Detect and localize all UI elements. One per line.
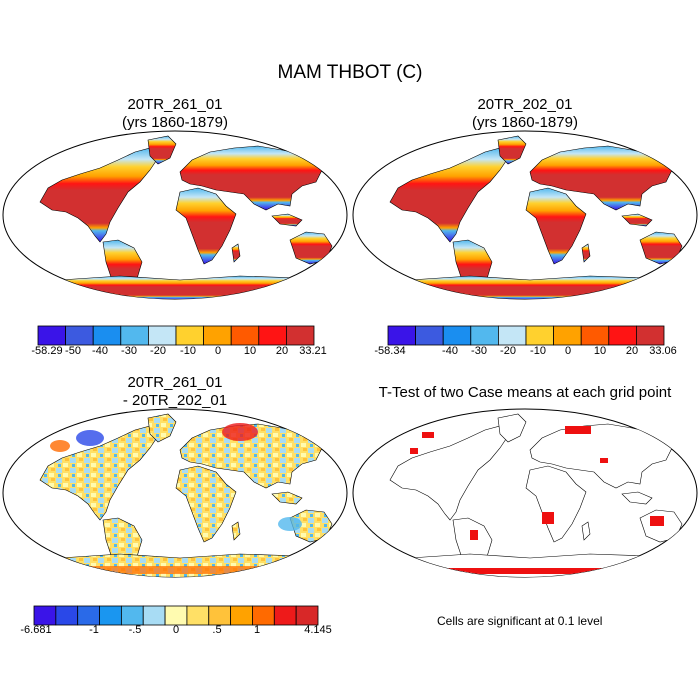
colorbar-case2-label: 0 — [564, 345, 572, 357]
colorbar-case1-label: -58.29 — [31, 345, 63, 357]
colorbar-case2-label: 33.06 — [649, 345, 677, 357]
colorbar-swatch — [37, 325, 67, 346]
colorbar-case1-label: 33.21 — [299, 345, 327, 357]
map-case1 — [2, 130, 348, 300]
colorbar-swatch — [77, 605, 100, 626]
colorbar-swatch — [525, 325, 555, 346]
colorbar-swatch — [33, 605, 57, 626]
colorbar-swatch — [65, 325, 94, 346]
colorbar-case1 — [37, 325, 315, 346]
colorbar-case2-label: -58.34 — [374, 345, 406, 357]
colorbar-swatch — [120, 325, 149, 346]
colorbar-diff-label: -1 — [89, 624, 99, 636]
colorbar-swatch — [186, 605, 210, 626]
colorbar-diff-label: 1 — [253, 624, 261, 636]
colorbar-swatch — [120, 605, 144, 626]
panel-title-case1: 20TR_261_01 (yrs 1860-1879) — [75, 96, 275, 132]
colorbar-diff — [33, 605, 319, 626]
colorbar-swatch — [208, 605, 232, 626]
colorbar-diff-label: -6.681 — [20, 624, 52, 636]
colorbar-case1-label: 20 — [275, 345, 289, 357]
colorbar-case2-swatches — [387, 325, 665, 346]
panel-title-diff: 20TR_261_01 - 20TR_202_01 — [75, 374, 275, 410]
colorbar-swatch — [99, 605, 122, 626]
colorbar-swatch — [273, 605, 297, 626]
colorbar-swatch — [164, 605, 188, 626]
colorbar-case1-label: -10 — [180, 345, 196, 357]
colorbar-swatch — [608, 325, 637, 346]
panel-title-ttest: T-Test of two Case means at each grid po… — [378, 384, 672, 401]
colorbar-swatch — [55, 605, 79, 626]
colorbar-swatch — [92, 325, 122, 346]
colorbar-swatch — [497, 325, 527, 346]
colorbar-swatch — [230, 605, 253, 626]
colorbar-swatch — [258, 325, 287, 346]
colorbar-swatch — [203, 325, 232, 346]
colorbar-case1-swatches — [37, 325, 315, 346]
colorbar-swatch — [285, 325, 315, 346]
panel-title-diff-line1: 20TR_261_01 — [127, 374, 223, 391]
colorbar-swatch — [147, 325, 177, 346]
colorbar-diff-swatches — [33, 605, 319, 626]
colorbar-case2-label: -20 — [500, 345, 516, 357]
colorbar-case2-label: 10 — [593, 345, 607, 357]
panel-title-case1-line2: (yrs 1860-1879) — [122, 114, 228, 131]
colorbar-swatch — [470, 325, 499, 346]
map-ttest — [352, 408, 698, 578]
colorbar-case1-label: -30 — [121, 345, 137, 357]
colorbar-case1-label: 0 — [214, 345, 222, 357]
significant-cells — [380, 426, 670, 574]
colorbar-case2 — [387, 325, 665, 346]
colorbar-diff-labels: -6.681 -1 -.5 0 .5 1 4.145 — [0, 624, 350, 640]
colorbar-swatch — [635, 325, 665, 346]
colorbar-case2-label: -40 — [442, 345, 458, 357]
panel-title-case1-line1: 20TR_261_01 — [127, 96, 223, 113]
colorbar-case1-label: -40 — [92, 345, 108, 357]
map-diff — [2, 408, 348, 578]
colorbar-swatch — [295, 605, 319, 626]
colorbar-swatch — [142, 605, 166, 626]
colorbar-case2-labels: -58.34 -40 -30 -20 -10 0 10 20 33.06 — [350, 345, 700, 361]
colorbar-swatch — [252, 605, 275, 626]
colorbar-diff-label: .5 — [212, 624, 222, 636]
colorbar-swatch — [175, 325, 205, 346]
colorbar-swatch — [415, 325, 444, 346]
colorbar-case2-label: 20 — [625, 345, 639, 357]
colorbar-swatch — [580, 325, 610, 346]
colorbar-case1-label: 10 — [243, 345, 257, 357]
colorbar-case2-label: -10 — [530, 345, 546, 357]
panel-title-case2-line2: (yrs 1860-1879) — [472, 114, 578, 131]
colorbar-swatch — [387, 325, 417, 346]
colorbar-swatch — [442, 325, 472, 346]
panel-title-case2-line1: 20TR_202_01 — [477, 96, 573, 113]
colorbar-swatch — [230, 325, 260, 346]
colorbar-case1-label: -20 — [150, 345, 166, 357]
colorbar-case1-labels: -58.29 -50 -40 -30 -20 -10 0 10 20 33.21 — [0, 345, 350, 361]
colorbar-case1-label: -50 — [65, 345, 81, 357]
significance-note: Cells are significant at 0.1 level — [437, 614, 603, 628]
colorbar-swatch — [553, 325, 582, 346]
colorbar-diff-label: -.5 — [128, 624, 142, 636]
colorbar-case2-label: -30 — [471, 345, 487, 357]
colorbar-diff-label: 0 — [172, 624, 180, 636]
panel-title-diff-line2: - 20TR_202_01 — [122, 392, 228, 409]
colorbar-diff-label: 4.145 — [304, 624, 332, 636]
panel-title-case2: 20TR_202_01 (yrs 1860-1879) — [425, 96, 625, 132]
main-title: MAM THBOT (C) — [277, 62, 423, 83]
map-case2 — [352, 130, 698, 300]
